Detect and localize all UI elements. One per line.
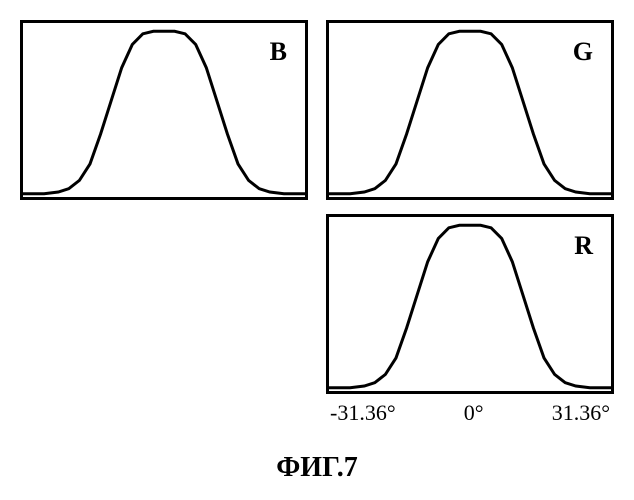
row-1: R -31.36° 0° 31.36°: [20, 214, 614, 426]
panel-R-slot: R -31.36° 0° 31.36°: [326, 214, 614, 426]
panel-B: B: [20, 20, 308, 200]
figure-caption: ФИГ.7: [0, 452, 634, 484]
panel-G: G: [326, 20, 614, 200]
empty-slot: [20, 214, 308, 426]
panel-G-slot: G: [326, 20, 614, 200]
chart-grid: B G R -31.36° 0° 31.36°: [20, 20, 614, 440]
xtick-right: 31.36°: [552, 400, 610, 426]
row-0: B G: [20, 20, 614, 200]
curve-G: [329, 23, 611, 197]
xtick-mid: 0°: [464, 400, 484, 426]
panel-B-slot: B: [20, 20, 308, 200]
panel-R-label: R: [574, 231, 593, 261]
panel-R: R: [326, 214, 614, 394]
xtick-left: -31.36°: [330, 400, 396, 426]
panel-R-xticks: -31.36° 0° 31.36°: [326, 400, 614, 426]
curve-B: [23, 23, 305, 197]
curve-R: [329, 217, 611, 391]
panel-G-label: G: [573, 37, 593, 67]
panel-B-label: B: [270, 37, 287, 67]
